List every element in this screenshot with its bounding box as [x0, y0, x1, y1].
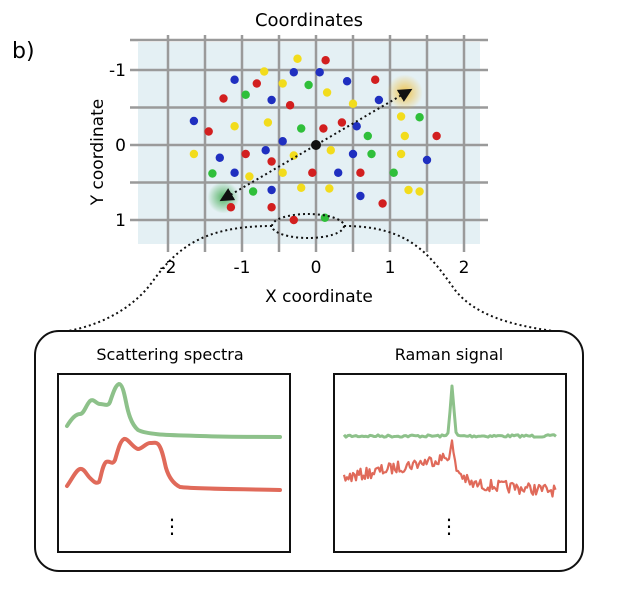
particle-blue	[356, 191, 365, 201]
y-axis-label: Y coordinate	[88, 99, 108, 206]
particle-yellow	[325, 184, 334, 193]
particle-green	[367, 149, 376, 159]
zoom-connector-right	[343, 225, 554, 332]
particle-blue	[230, 75, 239, 84]
raman-signal-red	[342, 439, 557, 498]
raman-signal-panel: Raman signal ⋮	[333, 345, 567, 553]
particle-blue	[261, 146, 270, 155]
particle-green	[241, 90, 250, 99]
particle-blue	[348, 149, 358, 159]
particle-red	[289, 215, 298, 225]
particle-yellow	[260, 67, 269, 76]
raman-ellipsis: ⋮	[439, 514, 459, 538]
particle-blue	[289, 68, 298, 77]
particle-yellow	[415, 187, 424, 196]
particle-yellow	[400, 131, 409, 141]
particle-red	[356, 168, 365, 177]
raman-signal-green	[342, 384, 557, 439]
particle-yellow	[348, 99, 358, 108]
particle-yellow	[297, 183, 306, 192]
scattering-spectra-panel: Scattering spectra ⋮	[57, 345, 291, 553]
particle-blue	[278, 137, 287, 146]
coordinate-plot: Coordinates -2 -1 0 1 2 -1 0 1 X coordinate Y …	[88, 10, 488, 307]
scattering-ellipsis: ⋮	[162, 514, 182, 538]
particle-red	[319, 124, 328, 133]
scattering-spectra-title: Scattering spectra	[96, 345, 243, 364]
particle-yellow	[245, 172, 254, 181]
particle-red	[219, 94, 228, 103]
particle-red	[337, 118, 347, 127]
particle-blue	[315, 68, 324, 77]
particle-red	[378, 199, 387, 208]
panel-label: b)	[12, 39, 35, 64]
scan-path-arrow	[219, 88, 413, 202]
particle-yellow	[189, 149, 199, 159]
particle-red	[432, 131, 441, 141]
particle-blue	[230, 168, 239, 177]
particle-blue	[215, 153, 224, 162]
particle-red	[321, 56, 330, 65]
particle-green	[363, 131, 372, 141]
particle-blue	[334, 168, 343, 177]
particle-blue	[342, 77, 352, 86]
y-tick-label: 0	[115, 136, 126, 156]
particle-red	[241, 149, 250, 159]
x-tick-label: -2	[160, 258, 177, 278]
particle-red	[371, 75, 380, 84]
particle-green	[415, 113, 424, 122]
particle-blue	[374, 95, 384, 105]
x-tick-label: 0	[311, 258, 322, 278]
particle-red	[252, 79, 261, 88]
particle-yellow	[396, 112, 406, 121]
particle-green	[320, 213, 330, 222]
particle-blue	[267, 185, 276, 195]
particle-green	[248, 187, 258, 196]
particle-red	[226, 203, 236, 212]
particle-yellow	[326, 146, 335, 155]
particle-red	[204, 127, 213, 136]
particle-yellow	[396, 149, 406, 159]
particle-green	[304, 80, 313, 90]
particle-yellow	[278, 79, 287, 88]
y-tick-label: -1	[109, 61, 126, 81]
particle-blue	[352, 122, 361, 131]
particle-yellow	[230, 122, 239, 131]
center-point	[311, 140, 321, 150]
scattering-spectrum-red	[65, 437, 282, 492]
particle-green	[297, 124, 306, 133]
particle-green	[389, 168, 398, 177]
particle-yellow	[322, 88, 332, 97]
particle-blue	[267, 95, 276, 105]
particle-yellow	[404, 185, 413, 195]
particle-red	[285, 101, 295, 110]
particle-blue	[422, 155, 432, 165]
plot-title: Coordinates	[255, 10, 363, 31]
y-tick-label: 1	[115, 211, 126, 231]
x-tick-label: -1	[234, 258, 251, 278]
particle-red	[267, 157, 276, 166]
particle-green	[208, 169, 217, 178]
y-axis-ticks: -1 0 1	[109, 61, 126, 231]
particle-yellow	[278, 168, 287, 177]
raman-signal-title: Raman signal	[395, 345, 504, 364]
particle-yellow	[293, 54, 302, 63]
particle-blue	[189, 116, 199, 126]
x-axis-ticks: -2 -1 0 1 2	[160, 258, 470, 278]
particle-red	[308, 168, 317, 177]
particle-red	[267, 203, 276, 212]
scattering-spectrum-green	[65, 381, 282, 439]
x-tick-label: 1	[385, 258, 396, 278]
x-tick-label: 2	[459, 258, 470, 278]
particle-yellow	[263, 118, 273, 127]
x-axis-label: X coordinate	[265, 287, 373, 307]
